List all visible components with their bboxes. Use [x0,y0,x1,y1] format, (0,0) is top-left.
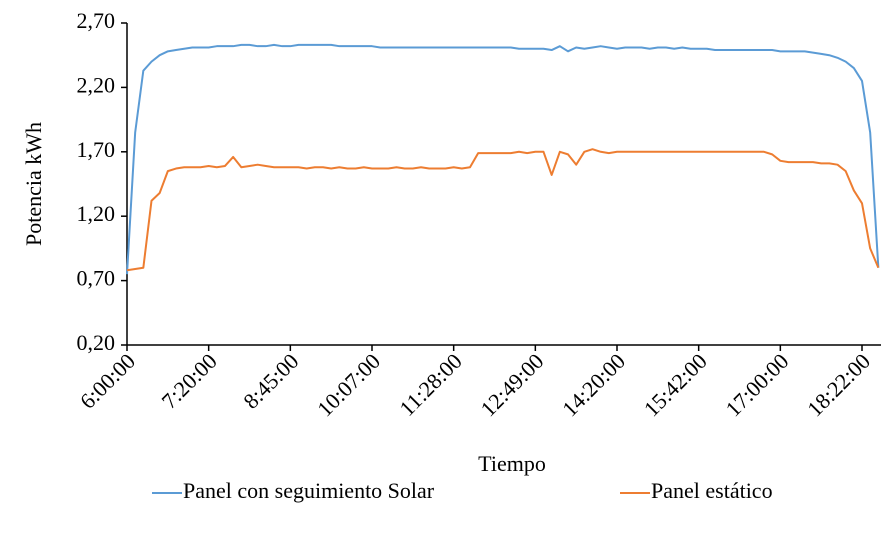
series-line [126,148,880,272]
x-tick-label: 17:00:00 [720,348,793,421]
y-tick-label: 2,70 [77,8,116,33]
x-tick-label: 18:22:00 [802,348,875,421]
x-tick-label: 11:28:00 [394,348,466,420]
x-tick-label: 10:07:00 [312,348,385,421]
x-tick-label: 8:45:00 [238,348,303,413]
y-axis-title: Potencia kWh [21,122,46,246]
y-tick-label: 2,20 [77,72,116,97]
y-tick-label: 1,20 [77,201,116,226]
x-tick-label: 15:42:00 [639,348,712,421]
legend-label: Panel estático [651,478,773,503]
y-tick-label: 1,70 [77,137,116,162]
x-tick-label: 12:49:00 [475,348,548,421]
y-tick-label: 0,70 [77,266,116,291]
x-axis-title: Tiempo [478,451,546,476]
x-tick-label: 14:20:00 [557,348,630,421]
legend-label: Panel con seguimiento Solar [183,478,435,503]
series-line [126,43,880,275]
x-tick-label: 6:00:00 [75,348,140,413]
x-tick-label: 7:20:00 [157,348,222,413]
y-tick-label: 0,20 [77,330,116,355]
